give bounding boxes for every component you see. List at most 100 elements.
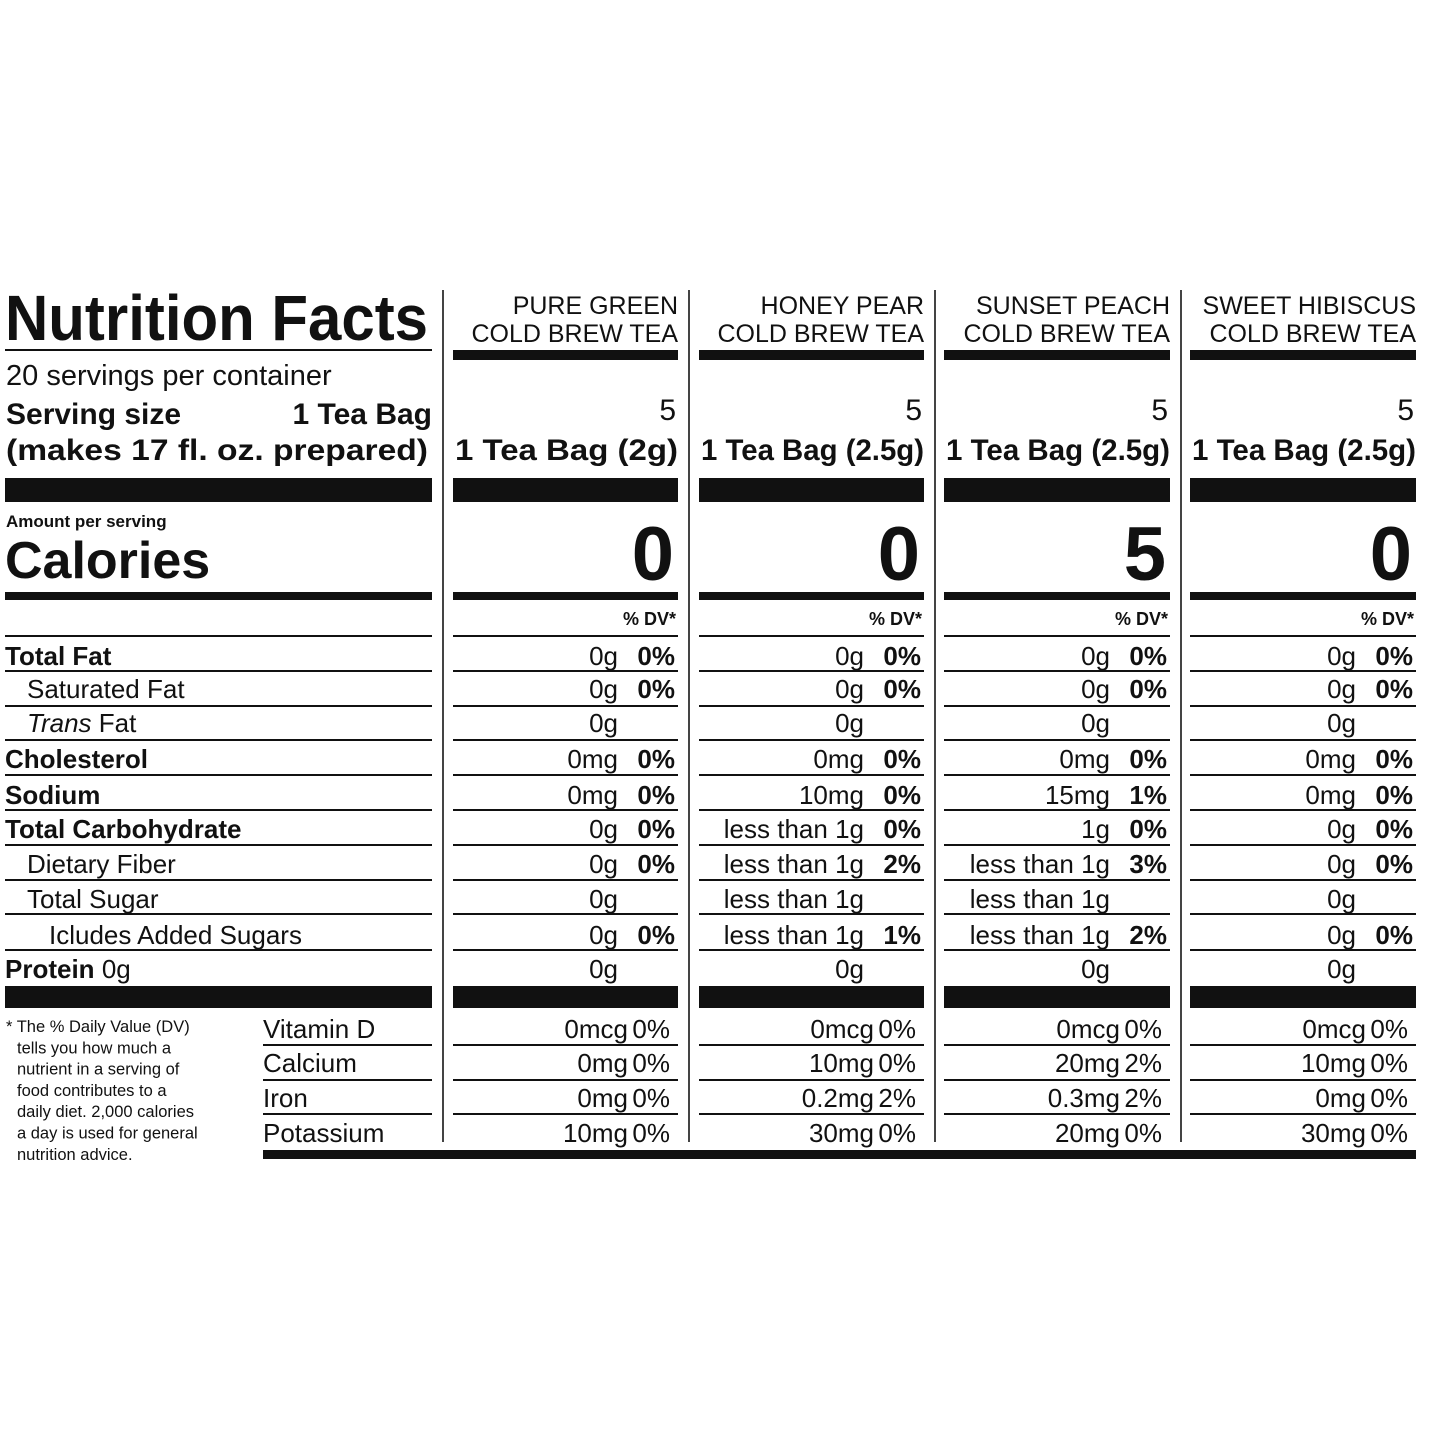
- nutrient-dv: 0%: [1375, 641, 1413, 671]
- calories: 0: [632, 512, 674, 597]
- amount-per-serving: Amount per serving: [6, 512, 167, 531]
- footnote-line: nutrient in a serving of: [17, 1061, 180, 1079]
- bottom-bar: [263, 1150, 1416, 1159]
- servings: 5: [1397, 394, 1414, 427]
- rule: [699, 844, 924, 846]
- nutrient-amount: less than 1g: [724, 884, 864, 914]
- dv-header: % DV*: [869, 609, 922, 629]
- vitamin-dv: 0%: [632, 1083, 670, 1113]
- rule: [1190, 670, 1416, 672]
- rule: [1190, 739, 1416, 741]
- nutrient-dv: 2%: [883, 849, 921, 879]
- rule: [453, 879, 678, 881]
- nutrient-dv: 0%: [637, 920, 675, 950]
- calories: 0: [878, 512, 920, 597]
- rule: [5, 635, 432, 637]
- rule: [699, 913, 924, 915]
- nutrient-amount: 0g: [1081, 708, 1110, 738]
- vitamin-dv: 2%: [1124, 1083, 1162, 1113]
- rule: [699, 635, 924, 637]
- rule: [1190, 705, 1416, 707]
- vitamin-label: Calcium: [263, 1048, 357, 1078]
- rule: [944, 1079, 1170, 1081]
- rule: [944, 774, 1170, 776]
- vitamin-amount: 0mcg: [1056, 1014, 1120, 1044]
- rule: [5, 349, 432, 351]
- nutrient-label-text: Total Sugar: [27, 884, 159, 914]
- rule: [944, 635, 1170, 637]
- product-name: SUNSET PEACH: [976, 292, 1170, 320]
- vitamin-amount: 0mg: [577, 1083, 628, 1113]
- rule: [944, 913, 1170, 915]
- vitamin-amount: 20mg: [1055, 1118, 1120, 1148]
- rule: [453, 913, 678, 915]
- rule: [453, 774, 678, 776]
- nutrient-amount: 0g: [1327, 920, 1356, 950]
- nutrient-amount: less than 1g: [970, 849, 1110, 879]
- nutrient-amount: 0mg: [1305, 780, 1356, 810]
- rule: [263, 1113, 432, 1115]
- medium-bar: [5, 592, 432, 600]
- rule: [5, 705, 432, 707]
- servings: 5: [905, 394, 922, 427]
- serving-size: 1 Tea Bag (2g): [455, 434, 678, 467]
- vitamin-dv: 0%: [632, 1048, 670, 1078]
- nutrient-dv: 0%: [883, 674, 921, 704]
- nutrient-label: Total Fat: [5, 641, 112, 671]
- rule: [453, 1113, 678, 1115]
- rule: [453, 1079, 678, 1081]
- vitamin-amount: 10mg: [563, 1118, 628, 1148]
- nutrient-dv: 0%: [1129, 674, 1167, 704]
- nutrient-dv: 0%: [883, 744, 921, 774]
- rule: [944, 705, 1170, 707]
- rule: [1190, 1079, 1416, 1081]
- rule: [699, 1113, 924, 1115]
- nutrient-dv: 0%: [1375, 920, 1413, 950]
- nutrient-label: Saturated Fat: [27, 674, 185, 704]
- nutrient-dv: 0%: [1129, 744, 1167, 774]
- rule: [453, 705, 678, 707]
- vitamin-dv: 0%: [1370, 1014, 1408, 1044]
- vitamin-dv: 0%: [1124, 1014, 1162, 1044]
- medium-bar: [453, 592, 678, 600]
- calories-label: Calories: [5, 532, 210, 590]
- nutrient-label-text: Fat: [99, 708, 137, 738]
- rule: [5, 949, 432, 951]
- rule: [5, 879, 432, 881]
- rule: [453, 670, 678, 672]
- thick-bar: [699, 986, 924, 1008]
- rule: [699, 949, 924, 951]
- vitamin-amount: 20mg: [1055, 1048, 1120, 1078]
- nutrient-amount: 0mg: [567, 744, 618, 774]
- header-bar: [453, 350, 678, 360]
- serving-size: 1 Tea Bag (2.5g): [1192, 434, 1416, 467]
- title: Nutrition Facts: [5, 282, 428, 354]
- nutrient-label: Trans Fat: [27, 708, 137, 738]
- vitamin-dv: 0%: [1370, 1083, 1408, 1113]
- nutrient-dv: 1%: [883, 920, 921, 950]
- vitamin-amount: 0mcg: [810, 1014, 874, 1044]
- rule: [5, 774, 432, 776]
- vitamin-dv: 0%: [878, 1118, 916, 1148]
- nutrient-amount: less than 1g: [970, 920, 1110, 950]
- rule: [944, 844, 1170, 846]
- product-name: PURE GREEN: [513, 292, 678, 320]
- nutrient-amount: 0g: [1327, 849, 1356, 879]
- nutrient-dv: 0%: [637, 849, 675, 879]
- nutrient-amount: 0g: [589, 954, 618, 984]
- vitamin-dv: 0%: [1370, 1048, 1408, 1078]
- footnote-line: a day is used for general: [17, 1125, 198, 1143]
- nutrient-dv: 0%: [1129, 641, 1167, 671]
- nutrient-label: Sodium: [5, 780, 100, 810]
- rule: [1190, 809, 1416, 811]
- nutrient-amount: 0g: [1327, 884, 1356, 914]
- vitamin-amount: 10mg: [1301, 1048, 1366, 1078]
- footnote-line: * The % Daily Value (DV): [6, 1018, 190, 1036]
- nutrient-label: Cholesterol: [5, 744, 148, 774]
- footnote-line: nutrition advice.: [17, 1146, 133, 1164]
- nutrient-dv: 0%: [637, 641, 675, 671]
- vitamin-amount: 0mcg: [1302, 1014, 1366, 1044]
- rule: [5, 913, 432, 915]
- nutrient-dv: 1%: [1129, 780, 1167, 810]
